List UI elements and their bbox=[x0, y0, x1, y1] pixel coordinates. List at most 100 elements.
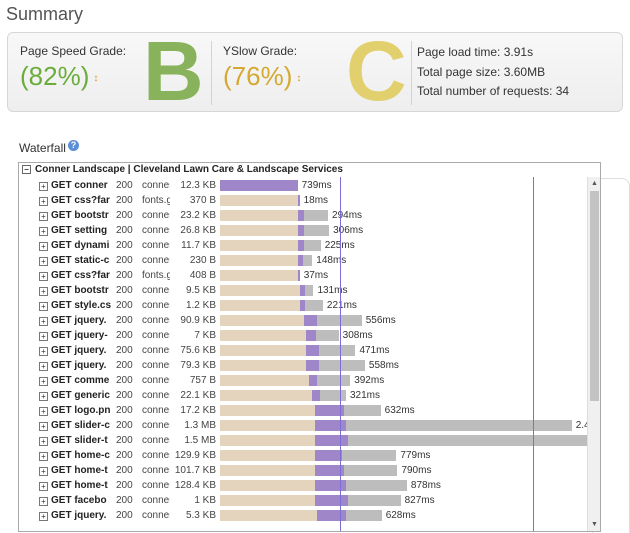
expand-icon[interactable]: + bbox=[39, 302, 48, 311]
load-time-value: 3.91s bbox=[503, 45, 534, 59]
request-status: 200 bbox=[116, 495, 133, 506]
dom-loaded-line bbox=[340, 177, 342, 531]
timing-label: 827ms bbox=[404, 495, 435, 506]
request-size: 79.3 KB bbox=[180, 360, 216, 371]
request-row[interactable]: + GET jquery. 200 conner 79.3 KB 558ms bbox=[19, 358, 587, 373]
timing-label: 628ms bbox=[385, 510, 416, 521]
expand-icon[interactable]: + bbox=[39, 422, 48, 431]
request-name: GET setting bbox=[51, 225, 108, 236]
request-row[interactable]: + GET jquery. 200 conner 90.9 KB 556ms bbox=[19, 313, 587, 328]
request-name: GET home-c bbox=[51, 450, 110, 461]
request-row[interactable]: + GET jquery. 200 conner 5.3 KB 628ms bbox=[19, 508, 587, 523]
receive-bar bbox=[299, 285, 306, 296]
timing-label: 131ms bbox=[317, 285, 348, 296]
expand-icon[interactable]: + bbox=[39, 452, 48, 461]
request-row[interactable]: + GET home-t 200 conner 128.4 KB 878ms bbox=[19, 478, 587, 493]
content-bar bbox=[303, 210, 329, 221]
wait-bar bbox=[220, 465, 315, 476]
request-row[interactable]: + GET jquery- 200 conner 7 KB 308ms bbox=[19, 328, 587, 343]
expand-icon[interactable]: + bbox=[39, 347, 48, 356]
request-name: GET static-c bbox=[51, 255, 110, 266]
request-row[interactable]: + GET bootstr 200 conner 23.2 KB 294ms bbox=[19, 208, 587, 223]
expand-icon[interactable]: + bbox=[39, 377, 48, 386]
expand-icon[interactable]: + bbox=[39, 257, 48, 266]
load-time-stat: Page load time: 3.91s bbox=[417, 45, 533, 59]
receive-bar bbox=[299, 300, 306, 311]
expand-icon[interactable]: + bbox=[39, 392, 48, 401]
request-status: 200 bbox=[116, 435, 133, 446]
request-row[interactable]: + GET logo.pn 200 conner 17.2 KB 632ms bbox=[19, 403, 587, 418]
timing-label: 739ms bbox=[301, 180, 332, 191]
receive-bar bbox=[309, 375, 317, 386]
expand-icon[interactable]: + bbox=[39, 482, 48, 491]
timing-label: 779ms bbox=[400, 450, 431, 461]
collapse-icon[interactable]: − bbox=[22, 164, 31, 174]
request-row[interactable]: + GET home-c 200 conner 129.9 KB 779ms bbox=[19, 448, 587, 463]
request-row[interactable]: + GET css?far 200 fonts.g 370 B 18ms bbox=[19, 193, 587, 208]
request-status: 200 bbox=[116, 330, 133, 341]
timing-label: 18ms bbox=[303, 195, 329, 206]
request-row[interactable]: + GET css?far 200 fonts.g 408 B 37ms bbox=[19, 268, 587, 283]
wait-bar bbox=[220, 480, 315, 491]
expand-icon[interactable]: + bbox=[39, 242, 48, 251]
expand-icon[interactable]: + bbox=[39, 407, 48, 416]
content-bar bbox=[316, 375, 351, 386]
request-row[interactable]: + GET generic 200 conner 22.1 KB 321ms bbox=[19, 388, 587, 403]
request-row[interactable]: + GET style.cs 200 conner 1.2 KB 221ms bbox=[19, 298, 587, 313]
request-row[interactable]: + GET setting 200 conner 26.8 KB 306ms bbox=[19, 223, 587, 238]
yslow-grade-letter: C bbox=[346, 24, 407, 118]
content-bar bbox=[305, 300, 323, 311]
timing-label: 790ms bbox=[401, 465, 432, 476]
expand-icon[interactable]: + bbox=[39, 362, 48, 371]
expand-icon[interactable]: + bbox=[39, 227, 48, 236]
expand-icon[interactable]: + bbox=[39, 512, 48, 521]
request-name: GET slider-c bbox=[51, 420, 110, 431]
requests-stat: Total number of requests: 34 bbox=[417, 84, 569, 98]
request-row[interactable]: + GET facebo 200 conner 1 KB 827ms bbox=[19, 493, 587, 508]
receive-bar bbox=[314, 465, 344, 476]
expand-icon[interactable]: + bbox=[39, 467, 48, 476]
scrollbar[interactable]: ▲ ▼ bbox=[587, 177, 600, 531]
request-domain: conner bbox=[142, 360, 170, 371]
expand-icon[interactable]: + bbox=[39, 287, 48, 296]
request-domain: conner bbox=[142, 390, 170, 401]
scroll-thumb[interactable] bbox=[590, 191, 599, 401]
request-size: 26.8 KB bbox=[180, 225, 216, 236]
request-domain: fonts.g bbox=[142, 195, 170, 206]
wait-bar bbox=[220, 210, 298, 221]
expand-icon[interactable]: + bbox=[39, 437, 48, 446]
expand-icon[interactable]: + bbox=[39, 317, 48, 326]
expand-icon[interactable]: + bbox=[39, 272, 48, 281]
expand-icon[interactable]: + bbox=[39, 212, 48, 221]
request-status: 200 bbox=[116, 390, 133, 401]
timing-label: 321ms bbox=[350, 390, 381, 401]
wait-bar bbox=[220, 330, 307, 341]
request-row[interactable]: + GET jquery. 200 conner 75.6 KB 471ms bbox=[19, 343, 587, 358]
request-row[interactable]: + GET conner 200 conner 12.3 KB 739ms bbox=[19, 178, 587, 193]
request-size: 90.9 KB bbox=[180, 315, 216, 326]
expand-icon[interactable]: + bbox=[39, 182, 48, 191]
request-row[interactable]: + GET static-c 200 conner 230 B 148ms bbox=[19, 253, 587, 268]
request-status: 200 bbox=[116, 300, 133, 311]
scroll-up-icon[interactable]: ▲ bbox=[591, 180, 598, 187]
request-size: 17.2 KB bbox=[180, 405, 216, 416]
scroll-down-icon[interactable]: ▼ bbox=[591, 521, 598, 528]
request-row[interactable]: + GET bootstr 200 conner 9.5 KB 131ms bbox=[19, 283, 587, 298]
request-row[interactable]: + GET home-t 200 conner 101.7 KB 790ms bbox=[19, 463, 587, 478]
wait-bar bbox=[220, 225, 298, 236]
help-icon[interactable]: ? bbox=[68, 140, 79, 151]
expand-icon[interactable]: + bbox=[39, 497, 48, 506]
receive-bar bbox=[314, 450, 342, 461]
expand-icon[interactable]: + bbox=[39, 197, 48, 206]
wait-bar bbox=[220, 405, 315, 416]
receive-bar bbox=[314, 480, 346, 491]
request-row[interactable]: +GET dynami 200 conner 11.7 KB 225ms bbox=[19, 238, 587, 253]
request-name: GET slider-t bbox=[51, 435, 108, 446]
expand-icon[interactable]: + bbox=[39, 332, 48, 341]
yslow-label: YSlow Grade: bbox=[223, 44, 298, 58]
request-size: 129.9 KB bbox=[174, 450, 216, 461]
request-row[interactable]: + GET comme 200 conner 757 B 392ms bbox=[19, 373, 587, 388]
timing-label: 37ms bbox=[303, 270, 329, 281]
